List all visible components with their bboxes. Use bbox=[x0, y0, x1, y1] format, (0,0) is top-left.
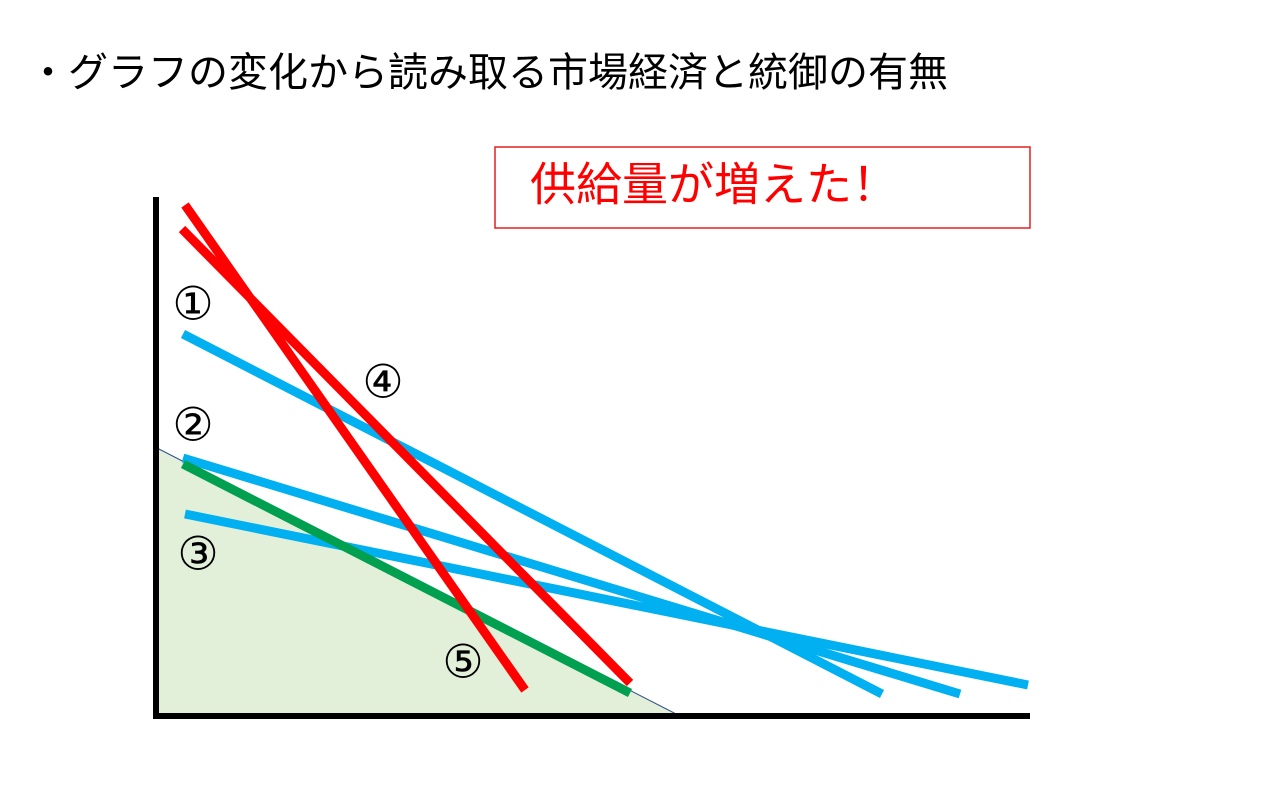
callout-text: 供給量が増えた！ bbox=[530, 158, 898, 212]
slide-title: ・グラフの変化から読み取る市場経済と統御の有無 bbox=[28, 50, 948, 96]
line-label: ② bbox=[172, 398, 213, 452]
line-label: ③ bbox=[177, 527, 218, 581]
blue-line bbox=[184, 509, 1029, 690]
line-label: ⑤ bbox=[442, 635, 483, 689]
callout-box bbox=[494, 146, 1031, 229]
red-line bbox=[178, 225, 634, 687]
line-label: ④ bbox=[362, 355, 403, 409]
blue-line bbox=[181, 453, 962, 699]
green-line bbox=[180, 459, 633, 698]
line-label: ① bbox=[172, 277, 213, 331]
